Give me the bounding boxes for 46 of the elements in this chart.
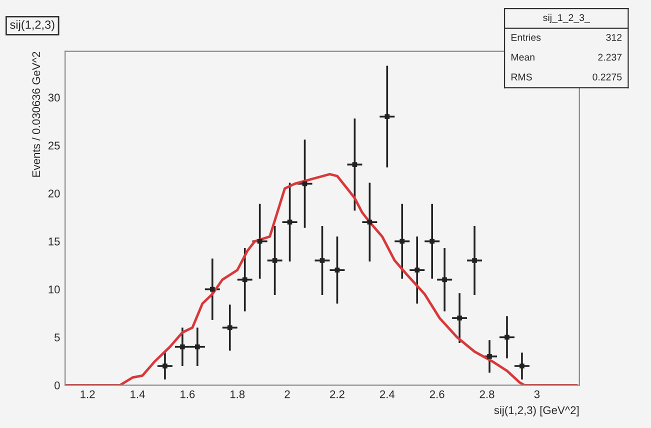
point: [367, 220, 372, 225]
x-tick-label: 2.4: [380, 390, 395, 398]
point: [520, 364, 524, 368]
point: [227, 325, 232, 330]
x-tick-label: 2: [284, 390, 290, 398]
point: [272, 258, 278, 263]
x-tick-label: 1.4: [130, 390, 145, 398]
y-tick-label: 0: [54, 381, 60, 390]
x-tick-label: 2.2: [330, 390, 344, 398]
point: [442, 277, 447, 282]
x-tick-label: 1.6: [180, 390, 195, 398]
y-tick-label: 5: [54, 334, 60, 342]
point: [352, 162, 358, 167]
point: [414, 268, 420, 272]
point: [384, 114, 390, 119]
y-tick-label: 25: [48, 142, 60, 150]
point: [400, 238, 405, 244]
x-tick-label: 1.8: [230, 390, 245, 398]
text: RMS 0.2275: [512, 74, 622, 80]
x-axis-title: sij(1,2,3) [GeV^2]: [494, 406, 579, 416]
x-tick-label: 2.6: [430, 390, 444, 398]
point: [487, 354, 492, 359]
point: [472, 258, 477, 263]
point: [162, 364, 168, 368]
x-tick-label: 2.8: [480, 390, 494, 398]
point: [210, 286, 215, 292]
text: Mean 2.237: [512, 54, 622, 61]
point: [334, 268, 340, 272]
point: [180, 344, 185, 350]
y-axis-title: Events / 0.030636 GeV^2: [32, 52, 40, 177]
text: Entries 312: [512, 34, 622, 41]
point: [242, 277, 248, 282]
x-tick-label: 3: [534, 390, 540, 398]
x-tick-label: 1.2: [80, 390, 95, 398]
y-tick-label: 15: [48, 238, 60, 246]
text: sij_1_2_3_: [543, 14, 590, 23]
point: [195, 344, 200, 350]
point: [287, 220, 292, 225]
point: [430, 238, 434, 244]
chart-title: sij(1,2,3): [10, 20, 54, 32]
y-tick-label: 30: [48, 94, 60, 102]
y-tick-label: 10: [48, 286, 60, 294]
point: [504, 334, 510, 340]
y-tick-label: 20: [48, 190, 60, 198]
point: [320, 258, 325, 263]
point: [457, 316, 462, 320]
